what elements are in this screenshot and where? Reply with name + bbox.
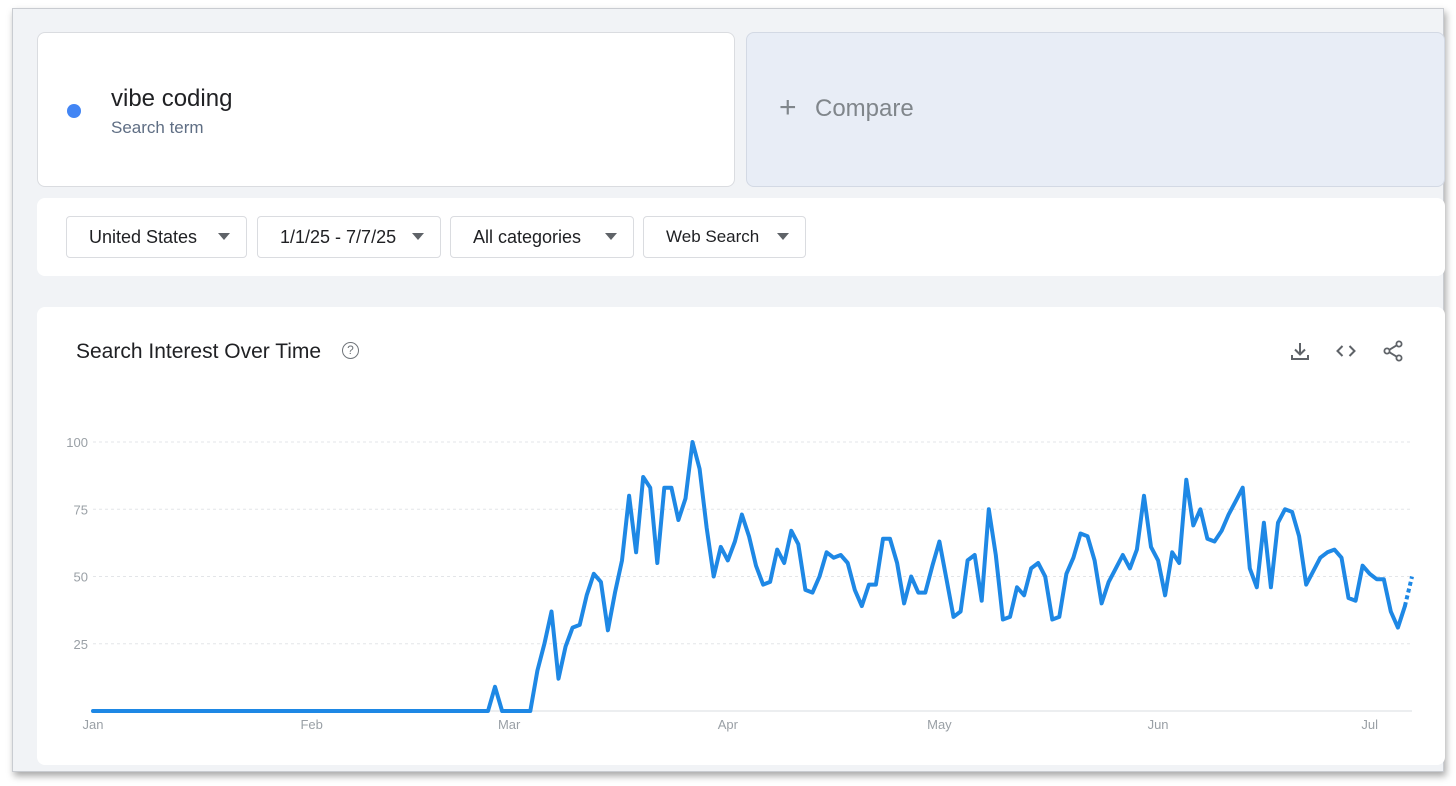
chart-card: 25 50 75 100 Jan Feb Mar Apr May Jun Jul Search In… [37,307,1445,765]
series-color-dot [67,104,81,118]
region-dropdown[interactable]: United States [66,216,247,258]
help-circle-icon[interactable]: ? [342,342,359,359]
category-dropdown[interactable]: All categories [450,216,634,258]
y-tick-label: 75 [74,502,88,517]
date-range-dropdown[interactable]: 1/1/25 - 7/7/25 [257,216,441,258]
series-line-partial [1402,576,1414,607]
search-term-subtitle: Search term [111,118,204,137]
compare-button[interactable]: + Compare [746,32,1445,187]
y-tick-label: 100 [66,435,88,450]
chart-title: Search Interest Over Time [76,340,322,363]
compare-label: Compare [815,95,914,122]
y-tick-label: 50 [74,570,88,585]
caret-down-icon [218,233,230,240]
x-tick-label: Jan [83,717,104,732]
search-term-card[interactable]: vibe coding Search term [37,32,735,187]
date-range-value: 1/1/25 - 7/7/25 [280,226,397,247]
x-tick-label: Jun [1148,717,1169,732]
region-value: United States [89,226,198,247]
series-line [91,440,1407,713]
caret-down-icon [605,233,617,240]
share-icon[interactable] [1381,339,1405,363]
filter-bar: United States 1/1/25 - 7/7/25 All catego… [37,198,1445,276]
embed-code-icon[interactable] [1334,339,1358,363]
x-tick-label: Apr [718,717,739,732]
x-tick-label: Jul [1361,717,1378,732]
y-tick-label: 25 [74,637,88,652]
search-type-dropdown[interactable]: Web Search [643,216,806,258]
category-value: All categories [473,226,582,247]
x-tick-label: May [927,717,952,732]
search-type-value: Web Search [666,227,760,246]
plus-icon: + [779,91,797,124]
app-frame: vibe coding Search term + Compare United… [12,8,1445,772]
caret-down-icon [412,233,424,240]
download-icon[interactable] [1288,339,1312,363]
x-tick-label: Mar [498,717,521,732]
search-term-name[interactable]: vibe coding [111,85,233,112]
interest-over-time-chart: 25 50 75 100 Jan Feb Mar Apr May Jun Jul [66,435,1414,732]
x-tick-label: Feb [300,717,322,732]
caret-down-icon [777,233,789,240]
